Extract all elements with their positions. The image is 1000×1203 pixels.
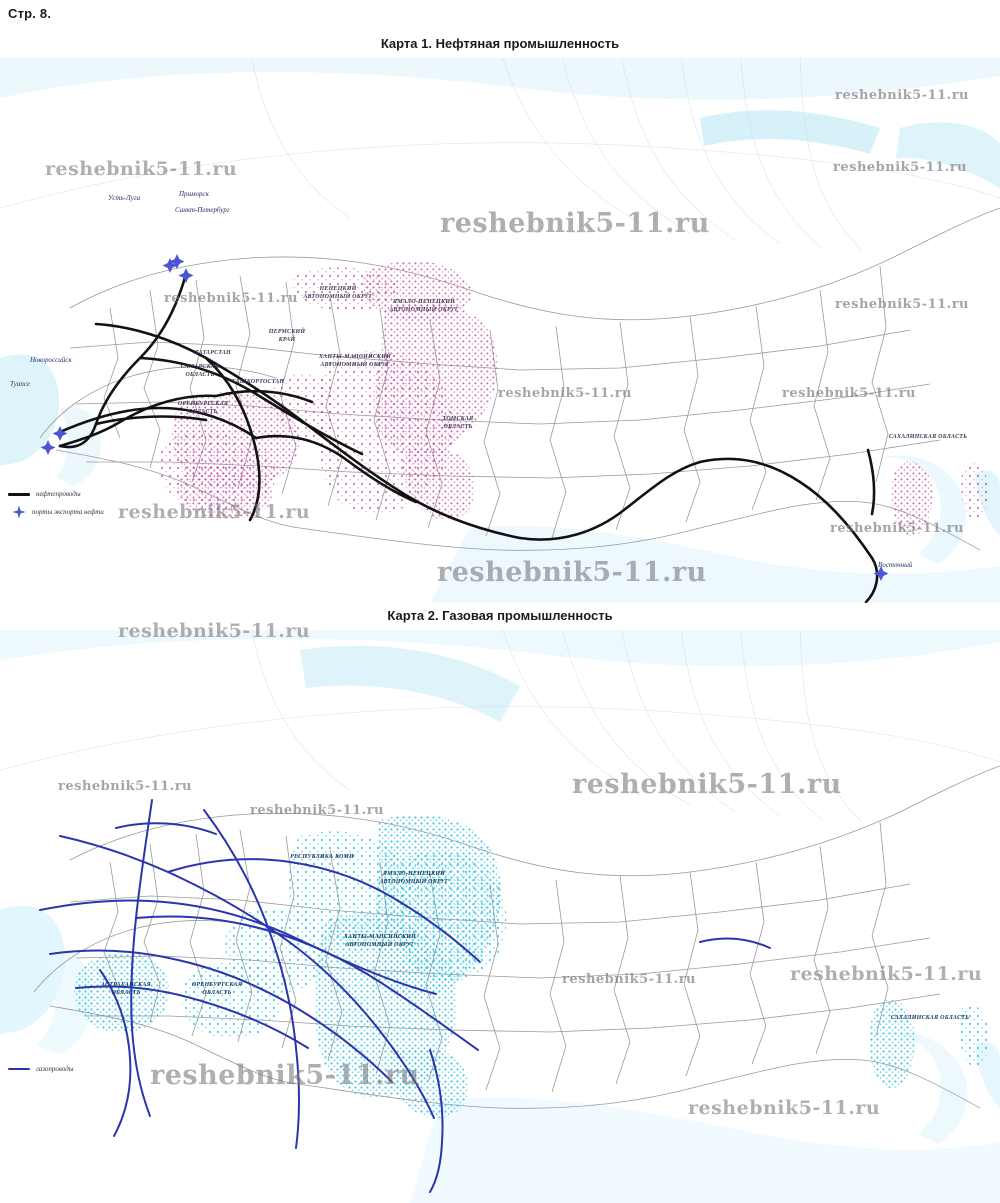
oil-pipeline-line-icon bbox=[8, 492, 30, 496]
map-gas-industry: газопроводы РЕСПУБЛИКА КОМИ ЯМАЛО-НЕНЕЦК… bbox=[0, 630, 1000, 1203]
legend-label-gas-pipelines: газопроводы bbox=[36, 1065, 74, 1073]
map1-title: Карта 1. Нефтяная промышленность bbox=[380, 36, 620, 51]
map1-canvas bbox=[0, 58, 1000, 603]
page-label: Стр. 8. bbox=[8, 6, 52, 21]
port-star-icon bbox=[12, 505, 26, 519]
legend-item-oil-pipelines: нефтепроводы bbox=[8, 490, 104, 498]
map2-graticule bbox=[0, 630, 1000, 823]
map1-export-ports bbox=[40, 254, 889, 581]
map1-graticule bbox=[0, 58, 1000, 251]
map2-canvas bbox=[0, 630, 1000, 1203]
map2-gas-fields bbox=[73, 814, 988, 1119]
map-oil-industry: нефтепроводы порты экспорта нефти НЕНЕЦК… bbox=[0, 58, 1000, 603]
map2-borders bbox=[33, 765, 1000, 1109]
legend-label-oil-pipelines: нефтепроводы bbox=[36, 490, 81, 498]
map2-title: Карта 2. Газовая промышленность bbox=[387, 608, 613, 623]
map1-oil-fields bbox=[158, 260, 988, 537]
map1-oil-pipelines bbox=[58, 272, 879, 603]
map1-water-layer bbox=[0, 58, 1000, 603]
map1-legend: нефтепроводы порты экспорта нефти bbox=[8, 490, 104, 526]
legend-item-oil-ports: порты экспорта нефти bbox=[8, 505, 104, 519]
legend-item-gas-pipelines: газопроводы bbox=[8, 1065, 74, 1073]
map2-water-layer bbox=[0, 630, 1000, 1203]
legend-label-oil-ports: порты экспорта нефти bbox=[32, 508, 104, 516]
gas-pipeline-line-icon bbox=[8, 1068, 30, 1070]
map2-gas-pipelines bbox=[39, 799, 771, 1193]
map2-legend: газопроводы bbox=[8, 1065, 74, 1080]
